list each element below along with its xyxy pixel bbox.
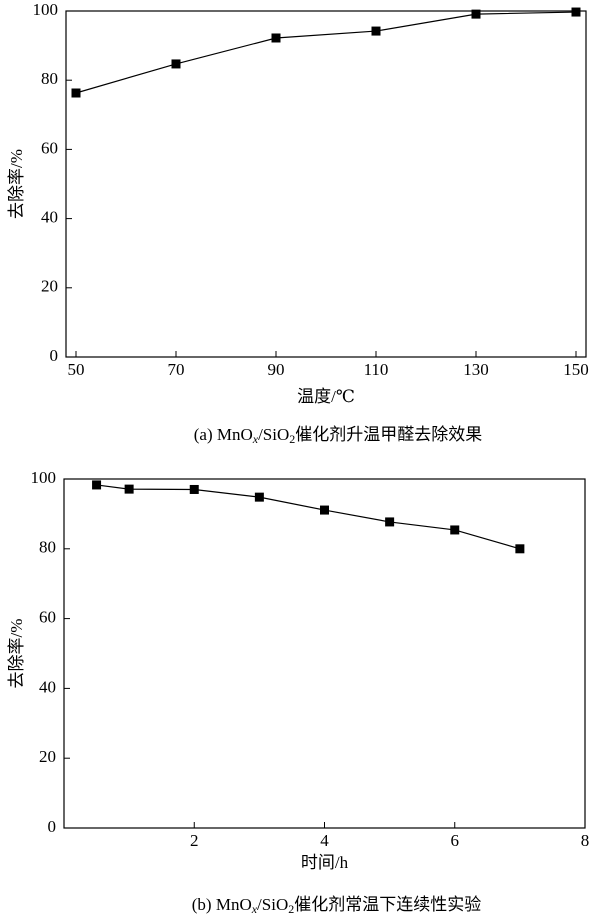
caption-text: 催化剂常温下连续性实验 [294, 895, 481, 914]
x-tick-label: 90 [268, 360, 285, 379]
plot-frame [63, 478, 586, 829]
caption-subscript: x [252, 432, 259, 446]
data-point [189, 484, 199, 494]
y-tick-label: 20 [39, 747, 56, 766]
y-tick-label: 0 [48, 817, 57, 836]
y-tick-label: 40 [39, 677, 56, 696]
caption-text: 催化剂升温甲醛去除效果 [295, 425, 482, 444]
data-line [75, 11, 577, 94]
x-tick-label: 70 [168, 360, 185, 379]
x-tick-label: 4 [320, 831, 329, 850]
data-point [254, 492, 264, 502]
caption: (a) MnOx/SiO2催化剂升温甲醛去除效果 [194, 425, 483, 446]
chart: 0 20 40 60 80 100 50 70 90 110 130 150 温度/℃ 去除率/% (a) … [7, 0, 589, 446]
y-axis-label: 去除率/% [7, 619, 26, 689]
caption-text: (a) MnO [194, 425, 253, 444]
data-point [92, 480, 102, 490]
y-tick-label: 60 [39, 608, 56, 627]
x-tick-label: 150 [563, 360, 589, 379]
x-tick-label: 50 [68, 360, 85, 379]
data-point [450, 525, 460, 535]
data-point [124, 484, 134, 494]
y-tick-label: 0 [50, 346, 59, 365]
x-tick-label: 130 [463, 360, 489, 379]
caption-subscript: x [251, 902, 258, 916]
data-point [471, 9, 481, 19]
caption: (b) MnOx/SiO2催化剂常温下连续性实验 [192, 895, 481, 916]
x-axis-label: 温度/℃ [297, 387, 355, 406]
x-tick-label: 6 [451, 831, 460, 850]
data-point [515, 544, 525, 554]
caption-text: /SiO [258, 425, 289, 444]
x-tick-label: 110 [364, 360, 389, 379]
plot-frame [65, 10, 587, 358]
y-tick-label: 20 [41, 277, 58, 296]
data-point [571, 7, 581, 17]
data-line [96, 484, 521, 550]
y-axis-label: 去除率/% [7, 149, 26, 219]
caption-text: (b) MnO [192, 895, 252, 914]
caption-subscript: 2 [288, 902, 294, 916]
data-point [171, 59, 181, 69]
x-tick-label: 8 [581, 831, 590, 850]
data-point [320, 505, 329, 515]
x-tick-label: 2 [190, 831, 199, 850]
y-tick-label: 60 [41, 138, 58, 157]
y-tick-label: 40 [41, 208, 58, 227]
data-point [271, 33, 281, 43]
y-tick-label: 80 [39, 538, 56, 557]
data-point [71, 88, 81, 98]
caption-text: /SiO [257, 895, 288, 914]
x-axis-label: 时间/h [301, 853, 349, 872]
y-tick-label: 100 [33, 0, 59, 19]
y-tick-label: 100 [31, 468, 57, 487]
y-tick-label: 80 [41, 69, 58, 88]
data-point [385, 517, 395, 527]
data-point [371, 26, 381, 36]
caption-subscript: 2 [289, 432, 295, 446]
